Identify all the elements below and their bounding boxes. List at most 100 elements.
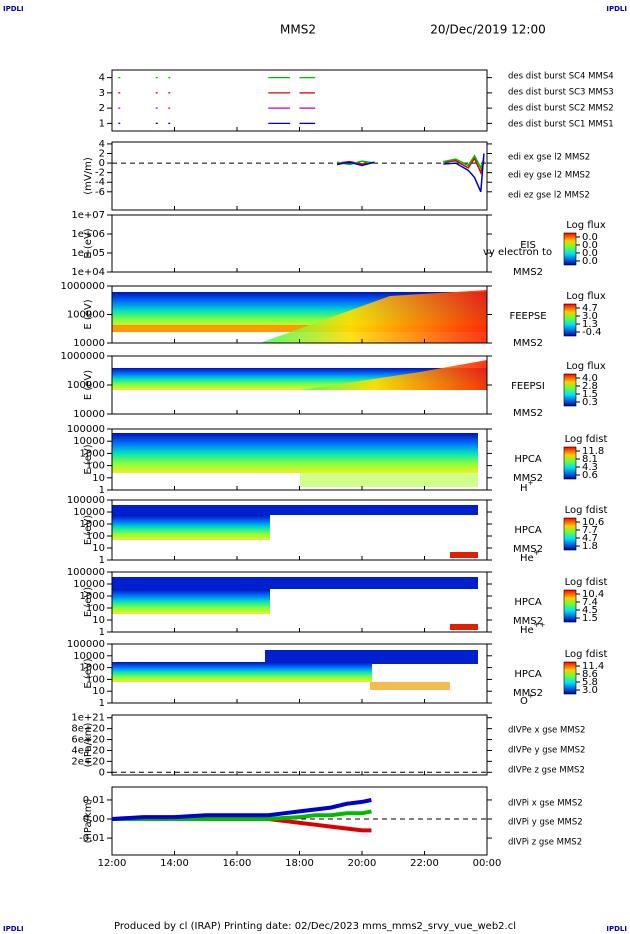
panel-frame	[111, 714, 488, 776]
colorbar-tick-label: 1.3	[582, 319, 598, 330]
legend-entry: edi ex gse l2 MMS2	[508, 153, 590, 163]
colorbar-tick-label: 0.6	[582, 470, 598, 481]
data-line	[336, 153, 485, 193]
y-tick-label: 100000	[67, 380, 105, 391]
species-label: O+	[520, 692, 534, 707]
colorbar	[563, 232, 577, 266]
y-tick-label: 100	[86, 531, 105, 542]
legend-entry: des dist burst SC3 MMS3	[508, 88, 614, 98]
date: 20/Dec/2019 12:00	[430, 23, 546, 37]
colorbar	[563, 303, 577, 337]
species-label: H+	[520, 479, 534, 494]
y-tick-label: 100	[86, 603, 105, 614]
colorbar-tick-label: 0.0	[582, 232, 598, 243]
colorbar-title: Log fdist	[565, 649, 608, 660]
title: MMS2	[280, 23, 316, 37]
y-tick-label: 1000000	[60, 281, 105, 292]
colorbar-tick-label: 0.0	[582, 256, 598, 267]
spectrogram-fill	[260, 290, 487, 343]
colorbar-tick-label: 2.8	[582, 381, 598, 392]
y-axis-label: E (eV)	[83, 444, 94, 474]
instrument-label: HPCA	[514, 669, 542, 680]
x-tick-label: 22:00	[410, 858, 439, 869]
colorbar-tick-label: 11.4	[582, 661, 604, 672]
colorbar-tick-label: 1.8	[582, 541, 598, 552]
y-tick-label: 1	[99, 118, 105, 129]
y-tick-label: 3	[99, 88, 105, 99]
y-tick-label: 100	[86, 674, 105, 685]
legend-entry: dIVPe x gse MMS2	[508, 726, 585, 736]
spectrogram-fill	[112, 325, 487, 332]
legend-entry: edi ey gse l2 MMS2	[508, 171, 590, 181]
colorbar-tick-label: 8.1	[582, 454, 598, 465]
instrument-label: EIS	[520, 240, 536, 251]
x-tick-label: 14:00	[160, 858, 189, 869]
spectrogram-fill	[450, 552, 478, 558]
colorbar-tick-label: 1.5	[582, 389, 598, 400]
charge: +	[534, 549, 540, 557]
y-tick-label: 1000	[80, 519, 105, 530]
instrument-label: HPCA	[514, 525, 542, 536]
legend-entry: des dist burst SC1 MMS1	[508, 120, 614, 130]
colorbar-tick-label: 4.5	[582, 605, 598, 616]
legend-entry: edi ez gse l2 MMS2	[508, 191, 590, 201]
x-tick-label: 00:00	[473, 858, 502, 869]
colorbar-tick-label: 4.0	[582, 373, 598, 384]
legend-entry: dIVPe z gse MMS2	[508, 766, 585, 776]
y-tick-label: 10000	[73, 579, 105, 590]
y-tick-label: 10	[92, 543, 105, 554]
y-tick-label: 0	[99, 158, 105, 169]
y-axis-label: E (eV)	[83, 587, 94, 617]
y-tick-label: 1e+06	[71, 229, 105, 240]
colorbar-tick-label: 0.3	[582, 397, 598, 408]
y-tick-label: 1000	[80, 591, 105, 602]
y-tick-label: 100000	[67, 567, 105, 578]
y-tick-label: 10000	[73, 651, 105, 662]
spectrogram-fill	[450, 624, 478, 630]
species: He	[520, 625, 534, 636]
spectrogram-fill	[112, 505, 478, 515]
legend-entry: des dist burst SC2 MMS2	[508, 104, 614, 114]
y-tick-label: 2	[99, 148, 105, 159]
instrument-label: HPCA	[514, 454, 542, 465]
panel-frame	[111, 69, 488, 132]
y-axis-label: (nPa/km)	[83, 723, 94, 768]
y-tick-label: 1e+05	[71, 248, 105, 259]
colorbar-title: Log fdist	[565, 505, 608, 516]
y-tick-label: 100000	[67, 310, 105, 321]
colorbar-tick-label: 0.0	[582, 240, 598, 251]
y-tick-label: 100000	[67, 495, 105, 506]
legend-entry: dIVPi y gse MMS2	[508, 818, 583, 828]
colorbar-tick-label: 7.4	[582, 597, 598, 608]
colorbar-tick-label: -0.4	[582, 327, 602, 338]
y-tick-label: 10000	[73, 338, 105, 349]
y-tick-label: 10000	[73, 436, 105, 447]
y-tick-label: 1	[99, 698, 105, 709]
y-axis-label: E (eV)	[83, 228, 94, 258]
spacecraft-label: MMS2	[513, 688, 543, 699]
legend-entry: dIVPi x gse MMS2	[508, 799, 583, 809]
spectrogram-fill	[112, 515, 270, 540]
colorbar-tick-label: 5.8	[582, 677, 598, 688]
colorbar-tick-label: 10.6	[582, 517, 604, 528]
spectrogram-fill	[370, 682, 450, 690]
spacecraft-label: MMS2	[513, 267, 543, 278]
spectrogram-fill	[300, 360, 487, 390]
y-tick-label: 2	[99, 103, 105, 114]
charge: ++	[534, 621, 546, 629]
footer: Produced by cl (IRAP) Printing date: 02/…	[114, 921, 516, 932]
y-tick-label: 1	[99, 485, 105, 496]
legend-entry: des dist burst SC4 MMS4	[508, 72, 614, 82]
y-axis-label: E (eV)	[83, 658, 94, 688]
overlay-label: vy electron to	[483, 247, 552, 258]
species-label: He++	[520, 621, 546, 636]
colorbar-tick-label: 11.8	[582, 446, 604, 457]
charge: +	[528, 692, 534, 700]
y-axis-label: E (eV)	[83, 299, 94, 329]
y-tick-label: 1000	[80, 448, 105, 459]
colorbar	[563, 589, 577, 623]
y-tick-label: 8e+20	[71, 724, 105, 735]
colorbar-tick-label: 4.3	[582, 462, 598, 473]
species: H	[520, 483, 528, 494]
data-line	[111, 798, 372, 821]
